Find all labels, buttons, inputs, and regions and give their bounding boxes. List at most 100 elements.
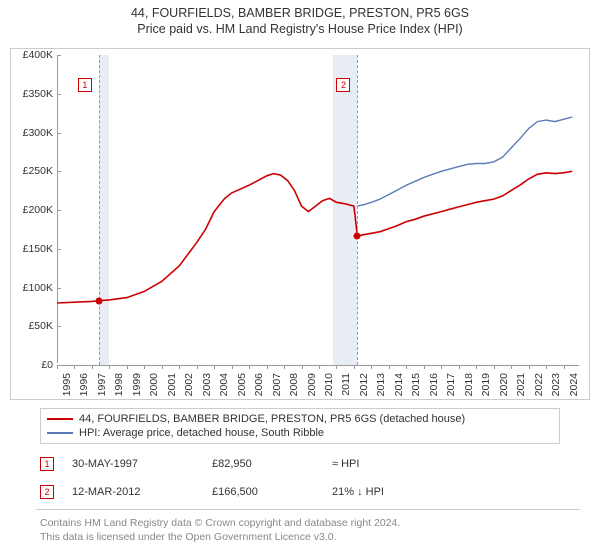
x-tick-label: 2023 bbox=[550, 373, 562, 403]
legend-swatch bbox=[47, 432, 73, 434]
y-tick-label: £0 bbox=[11, 359, 53, 371]
x-tick bbox=[459, 365, 460, 369]
x-tick bbox=[179, 365, 180, 369]
legend-item: 44, FOURFIELDS, BAMBER BRIDGE, PRESTON, … bbox=[47, 412, 553, 426]
x-tick-label: 1995 bbox=[61, 373, 73, 403]
footer-line: Contains HM Land Registry data © Crown c… bbox=[40, 516, 560, 530]
x-tick-label: 1997 bbox=[96, 373, 108, 403]
sale-marker: 2 bbox=[336, 78, 350, 92]
x-tick bbox=[319, 365, 320, 369]
series-price_paid bbox=[57, 171, 572, 303]
sale-marker-icon: 1 bbox=[40, 457, 54, 471]
sale-marker: 1 bbox=[78, 78, 92, 92]
sale-dot bbox=[354, 232, 361, 239]
x-tick-label: 2007 bbox=[271, 373, 283, 403]
footer-line: This data is licensed under the Open Gov… bbox=[40, 530, 560, 544]
x-tick-label: 1999 bbox=[131, 373, 143, 403]
x-tick-label: 2003 bbox=[201, 373, 213, 403]
x-tick bbox=[354, 365, 355, 369]
x-tick bbox=[214, 365, 215, 369]
y-tick bbox=[57, 249, 61, 250]
x-tick bbox=[564, 365, 565, 369]
legend-label: HPI: Average price, detached house, Sout… bbox=[79, 427, 324, 439]
x-tick bbox=[249, 365, 250, 369]
y-tick-label: £100K bbox=[11, 282, 53, 294]
sale-date: 30-MAY-1997 bbox=[72, 458, 212, 470]
divider bbox=[36, 509, 580, 510]
x-tick-label: 2008 bbox=[288, 373, 300, 403]
x-tick-label: 2005 bbox=[236, 373, 248, 403]
x-tick-label: 2021 bbox=[515, 373, 527, 403]
y-tick-label: £400K bbox=[11, 49, 53, 61]
x-tick bbox=[92, 365, 93, 369]
sales-table: 1 30-MAY-1997 £82,950 ≈ HPI 2 12-MAR-201… bbox=[40, 450, 560, 506]
x-tick bbox=[57, 365, 58, 369]
y-tick bbox=[57, 55, 61, 56]
x-tick bbox=[284, 365, 285, 369]
x-tick bbox=[441, 365, 442, 369]
title-address: 44, FOURFIELDS, BAMBER BRIDGE, PRESTON, … bbox=[0, 6, 600, 20]
x-tick bbox=[371, 365, 372, 369]
x-tick-label: 2020 bbox=[498, 373, 510, 403]
x-tick-label: 2009 bbox=[306, 373, 318, 403]
x-tick-label: 2014 bbox=[393, 373, 405, 403]
x-tick bbox=[494, 365, 495, 369]
x-tick-label: 2004 bbox=[218, 373, 230, 403]
y-tick-label: £150K bbox=[11, 243, 53, 255]
line-layer bbox=[57, 55, 581, 365]
x-tick bbox=[476, 365, 477, 369]
x-tick-label: 2010 bbox=[323, 373, 335, 403]
x-tick-label: 1996 bbox=[78, 373, 90, 403]
x-tick bbox=[74, 365, 75, 369]
sales-row: 2 12-MAR-2012 £166,500 21% ↓ HPI bbox=[40, 478, 560, 506]
x-tick bbox=[232, 365, 233, 369]
footer: Contains HM Land Registry data © Crown c… bbox=[40, 516, 560, 544]
legend-item: HPI: Average price, detached house, Sout… bbox=[47, 426, 553, 440]
series-hpi bbox=[357, 117, 572, 206]
x-tick bbox=[546, 365, 547, 369]
x-tick-label: 1998 bbox=[113, 373, 125, 403]
sale-marker-icon: 2 bbox=[40, 485, 54, 499]
y-tick bbox=[57, 94, 61, 95]
y-tick-label: £250K bbox=[11, 165, 53, 177]
x-tick bbox=[424, 365, 425, 369]
x-tick-label: 2015 bbox=[410, 373, 422, 403]
x-tick bbox=[109, 365, 110, 369]
sale-delta: ≈ HPI bbox=[332, 458, 452, 470]
x-axis bbox=[57, 365, 579, 366]
legend: 44, FOURFIELDS, BAMBER BRIDGE, PRESTON, … bbox=[40, 408, 560, 444]
sale-dot bbox=[95, 297, 102, 304]
legend-label: 44, FOURFIELDS, BAMBER BRIDGE, PRESTON, … bbox=[79, 413, 465, 425]
title-subtitle: Price paid vs. HM Land Registry's House … bbox=[0, 22, 600, 36]
x-tick bbox=[144, 365, 145, 369]
chart-box: 12 £0£50K£100K£150K£200K£250K£300K£350K£… bbox=[10, 48, 590, 400]
y-tick-label: £350K bbox=[11, 88, 53, 100]
x-tick bbox=[406, 365, 407, 369]
sales-row: 1 30-MAY-1997 £82,950 ≈ HPI bbox=[40, 450, 560, 478]
sale-price: £166,500 bbox=[212, 486, 332, 498]
sale-date: 12-MAR-2012 bbox=[72, 486, 212, 498]
x-tick bbox=[529, 365, 530, 369]
x-tick bbox=[511, 365, 512, 369]
y-tick bbox=[57, 210, 61, 211]
plot-area: 12 bbox=[57, 55, 581, 365]
y-tick bbox=[57, 133, 61, 134]
title-block: 44, FOURFIELDS, BAMBER BRIDGE, PRESTON, … bbox=[0, 0, 600, 40]
x-tick-label: 2006 bbox=[253, 373, 265, 403]
y-tick-label: £200K bbox=[11, 204, 53, 216]
y-tick bbox=[57, 326, 61, 327]
sale-vline bbox=[357, 55, 358, 365]
x-tick bbox=[302, 365, 303, 369]
y-tick bbox=[57, 288, 61, 289]
x-tick-label: 2000 bbox=[148, 373, 160, 403]
x-tick bbox=[267, 365, 268, 369]
chart-container: 44, FOURFIELDS, BAMBER BRIDGE, PRESTON, … bbox=[0, 0, 600, 560]
y-tick-label: £300K bbox=[11, 127, 53, 139]
sale-delta: 21% ↓ HPI bbox=[332, 486, 452, 498]
y-tick bbox=[57, 171, 61, 172]
x-tick-label: 2001 bbox=[166, 373, 178, 403]
x-tick-label: 2013 bbox=[375, 373, 387, 403]
x-tick-label: 2011 bbox=[340, 373, 352, 403]
x-tick bbox=[197, 365, 198, 369]
x-tick bbox=[389, 365, 390, 369]
